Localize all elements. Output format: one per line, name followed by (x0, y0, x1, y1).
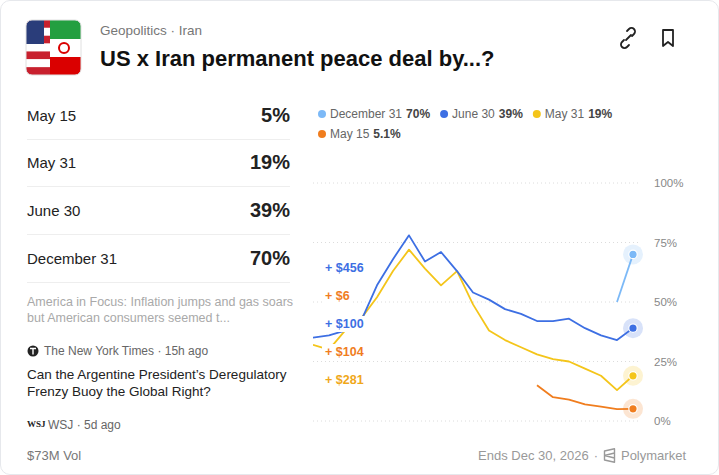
annotation-text: + $456 (325, 261, 364, 275)
path (621, 40, 629, 48)
label-patch (322, 372, 367, 388)
end-dot (629, 405, 637, 413)
legend-label: May 31 (545, 107, 585, 121)
link-icon[interactable] (621, 28, 635, 48)
grid-line (313, 421, 641, 422)
polymarket-logo (603, 448, 616, 463)
breadcrumb: Geopolitics · Iran (100, 23, 202, 38)
tick-label: 100% (654, 177, 683, 189)
card (0, 0, 719, 475)
legend-swatch (440, 110, 448, 118)
end-dot (629, 372, 637, 380)
canvas: 0%25%50%75%100%+ $456+ $6+ $100+ $104+ $… (0, 0, 719, 475)
legend-value: 39% (499, 107, 523, 121)
end-dot (629, 250, 637, 258)
volume: $73M Vol (27, 448, 81, 463)
footer-right: Ends Dec 30, 2026 · Polymarket (478, 448, 686, 463)
separator (27, 186, 290, 187)
path (626, 35, 631, 40)
legend-value: 5.1% (373, 127, 401, 141)
label-patch (322, 260, 367, 276)
end-halo (623, 244, 643, 264)
grid-line (313, 183, 641, 184)
tick-label: 25% (654, 356, 677, 368)
flag-group (26, 20, 81, 75)
legend-swatch (318, 130, 326, 138)
end-halo (623, 318, 643, 338)
separator: · (594, 448, 598, 463)
chart: 0%25%50%75%100%+ $456+ $6+ $100+ $104+ $… (313, 107, 683, 427)
title: US x Iran permanent peace deal by...? (100, 46, 495, 72)
grid-line (313, 302, 641, 303)
end-dot (629, 324, 637, 332)
canton (26, 20, 44, 44)
annotation: + $6 (322, 288, 353, 304)
annotation-text: + $281 (325, 373, 364, 387)
icon-border (26, 20, 81, 75)
outcome-percent: 5% (261, 104, 290, 127)
legend-value: 19% (588, 107, 612, 121)
separator (27, 139, 290, 140)
stripe (50, 57, 81, 75)
market-icon (26, 20, 81, 75)
brand: Polymarket (621, 448, 686, 463)
label-patch (322, 316, 367, 332)
outcome-percent: 19% (250, 151, 290, 174)
legend-swatch (318, 110, 326, 118)
annotation-text: + $104 (325, 345, 364, 359)
annotation: + $100 (322, 316, 367, 332)
tick-label: 50% (654, 296, 677, 308)
outcome-label: May 15 (27, 107, 76, 124)
legend-item: May 155.1% (318, 127, 401, 141)
news-headline: Can the Argentine President’s Deregulato… (27, 366, 297, 400)
path (604, 449, 614, 462)
outcome-label: December 31 (27, 250, 117, 267)
outcome-label: May 31 (27, 154, 76, 171)
legend: December 31 70% June 30 39% May 3119% May 155… (318, 107, 613, 141)
series-line (313, 250, 633, 390)
grid-line (313, 361, 641, 362)
legend-item: June 30 39% (440, 107, 523, 121)
legend-value: 70% (406, 107, 430, 121)
news-byline: WSJ · 5d ago (48, 418, 121, 432)
path (30, 349, 36, 355)
annotation-text: + $100 (325, 317, 364, 331)
legend-label: May 15 (330, 127, 370, 141)
end-halo (623, 399, 643, 419)
annotations: + $456 + $6 + $100 + $104 + $281 (322, 260, 367, 388)
news-byline: The New York Times · 15h ago (44, 344, 208, 358)
wsj-logo: WSJ (27, 419, 46, 429)
series-line (313, 235, 633, 340)
end-halo (623, 366, 643, 386)
bookmark-icon[interactable] (663, 30, 673, 46)
nyt-logo (28, 346, 39, 357)
grid-line (313, 242, 641, 243)
annotation: + $456 (322, 260, 367, 276)
separator (27, 234, 290, 235)
separator (27, 282, 290, 283)
legend-swatch (533, 110, 541, 118)
outcome-percent: 70% (250, 247, 290, 270)
tick-label: 75% (654, 237, 677, 249)
label-patch (322, 288, 353, 304)
circle (28, 346, 39, 357)
annotation: + $104 (322, 344, 367, 360)
legend-label: June 30 (452, 107, 495, 121)
legend-item: December 31 70% (318, 107, 430, 121)
outcome-label: June 30 (27, 202, 80, 219)
end-date: Ends Dec 30, 2026 (478, 448, 589, 463)
legend-item: May 3119% (533, 107, 613, 121)
stripe (50, 39, 81, 57)
end-markers (623, 244, 643, 418)
news-headline: America in Focus: Inflation jumps and ga… (27, 294, 297, 326)
annotation: + $281 (322, 372, 367, 388)
emblem (59, 43, 69, 53)
stripe (50, 20, 81, 39)
label-patch (322, 344, 367, 360)
tick-label: 0% (654, 415, 671, 427)
annotation-text: + $6 (325, 289, 350, 303)
outcome-percent: 39% (250, 199, 290, 222)
lines (313, 235, 633, 409)
legend-label: December 31 (330, 107, 402, 121)
